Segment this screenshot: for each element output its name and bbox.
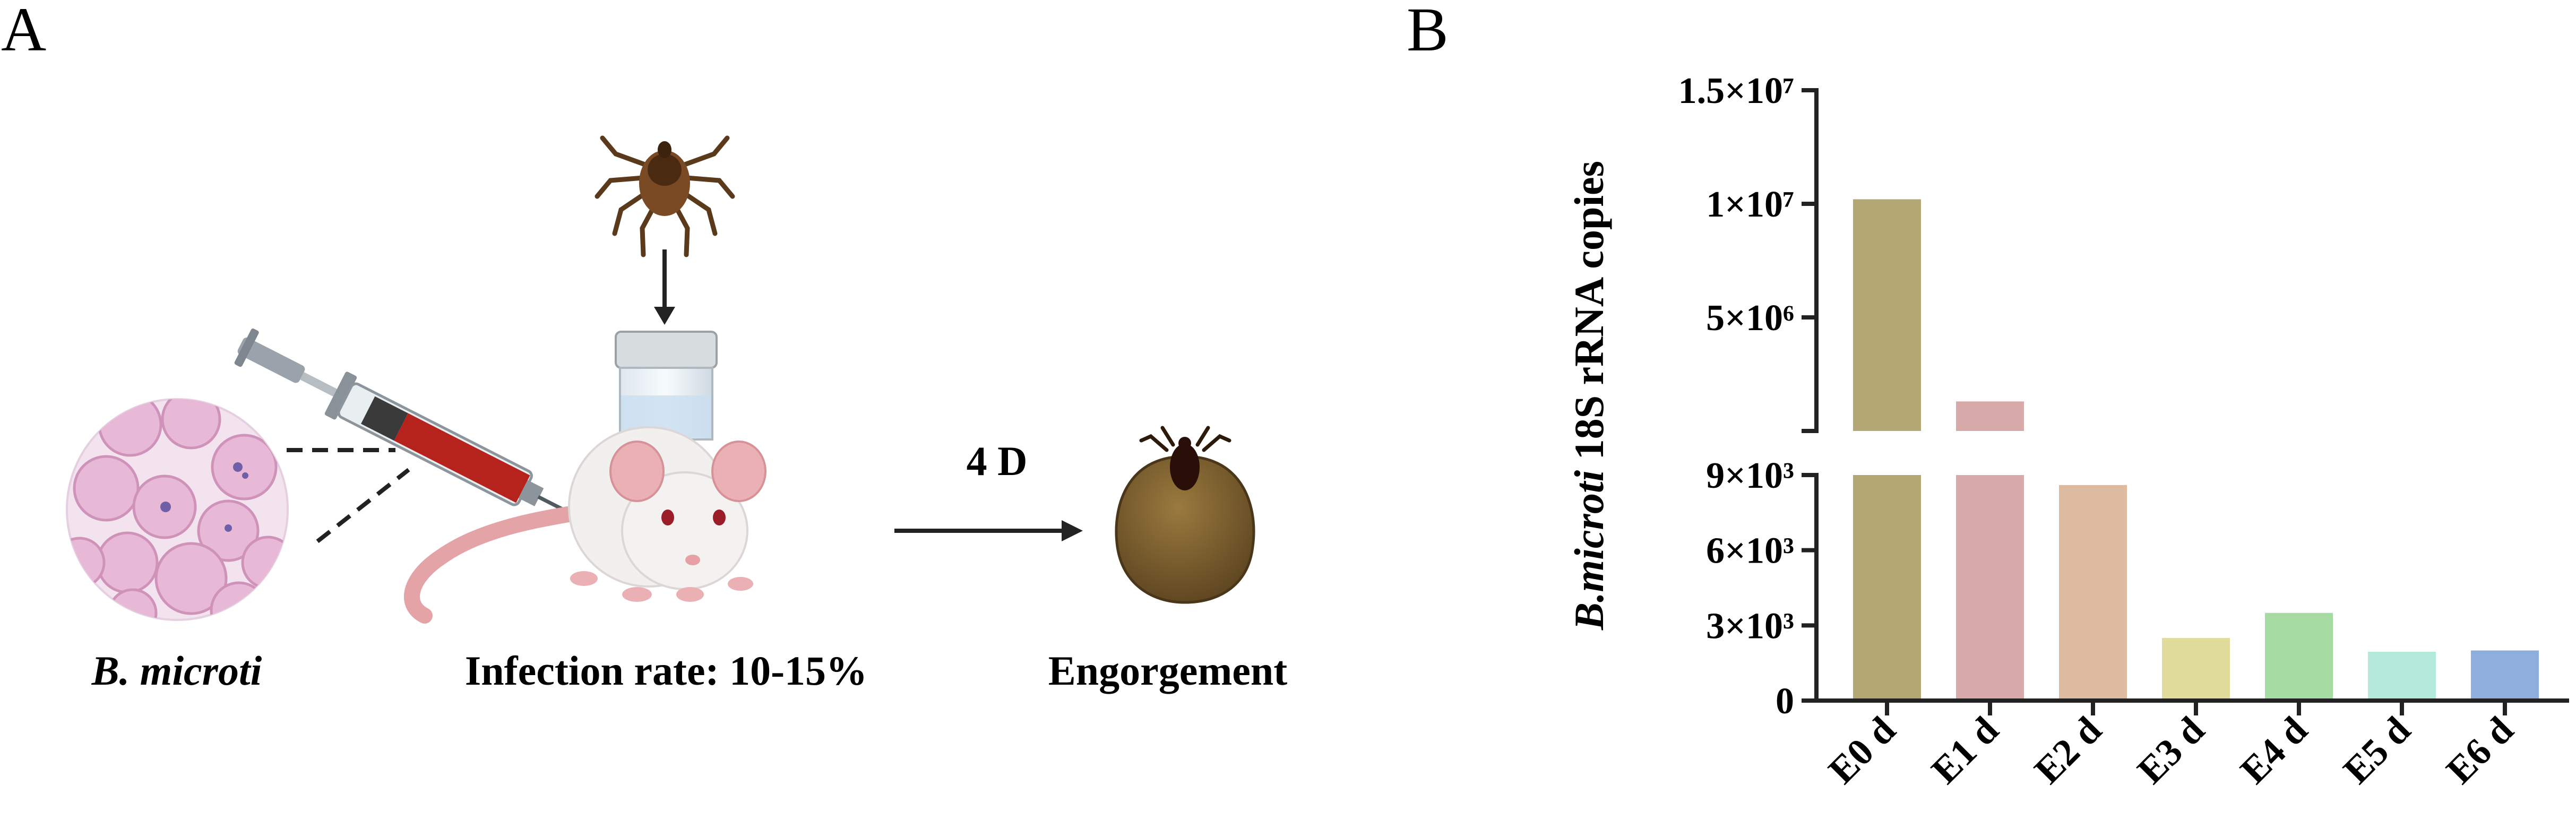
caption-infection-rate: Infection rate: 10-15%	[465, 648, 867, 694]
y-axis-label-rest: 18S rRNA copies	[1566, 161, 1612, 470]
bar-0-upper	[1853, 199, 1921, 431]
container-icon	[615, 331, 718, 441]
y-tick-lower-0-label: 0	[1776, 681, 1794, 722]
engorged-tick-icon	[1115, 426, 1255, 604]
y-tick-lower-2-label: 6×10³	[1706, 531, 1794, 572]
tick-arrow	[654, 249, 675, 325]
bar-5	[2368, 651, 2436, 701]
y-tick-upper-0-label: 5×10⁶	[1706, 298, 1794, 339]
bar-0-lower	[1853, 475, 1921, 701]
bar-2	[2059, 485, 2127, 701]
x-tick-label-4: E4 d	[2232, 709, 2315, 792]
syringe-icon	[234, 328, 615, 537]
step-arrow	[894, 520, 1083, 541]
tick-icon	[595, 135, 735, 257]
x-tick-label-6: E6 d	[2438, 709, 2521, 792]
bar-6	[2471, 650, 2539, 701]
panel-letter-b: B	[1407, 0, 1449, 64]
y-tick-lower-1-label: 3×10³	[1706, 606, 1794, 646]
dashed-connector	[287, 448, 410, 543]
y-axis-label-italic: B.microti	[1566, 470, 1612, 631]
blood-smear-icon	[66, 398, 289, 621]
bar-4	[2265, 612, 2333, 701]
bar-3	[2162, 637, 2230, 701]
step-label: 4 D	[967, 438, 1028, 484]
y-axis-label: B.microti 18S rRNA copies	[1566, 161, 1612, 631]
x-tick-label-0: E0 d	[1820, 709, 1903, 792]
bar-1-lower	[1956, 475, 2024, 701]
mouse-icon	[404, 426, 766, 624]
y-tick-upper-1-label: 1×10⁷	[1706, 184, 1794, 225]
y-tick-lower-3-label: 9×10³	[1706, 455, 1794, 496]
caption-engorgement: Engorgement	[1048, 648, 1288, 694]
x-tick-label-5: E5 d	[2335, 709, 2418, 792]
panel-letter-a: A	[1, 0, 46, 64]
bar-1-upper	[1956, 401, 2024, 431]
x-tick-label-2: E2 d	[2026, 709, 2109, 792]
caption-parasite: B. microti	[91, 648, 262, 694]
x-tick-label-3: E3 d	[2129, 709, 2212, 792]
bar-chart: 0 3×10³ 6×10³ 9×10³ 5×10⁶ 1×10⁷ 1.5×10⁷ E0 d E1 …	[1566, 71, 2569, 792]
y-tick-upper-2-label: 1.5×10⁷	[1678, 71, 1794, 111]
x-tick-label-1: E1 d	[1923, 709, 2006, 792]
